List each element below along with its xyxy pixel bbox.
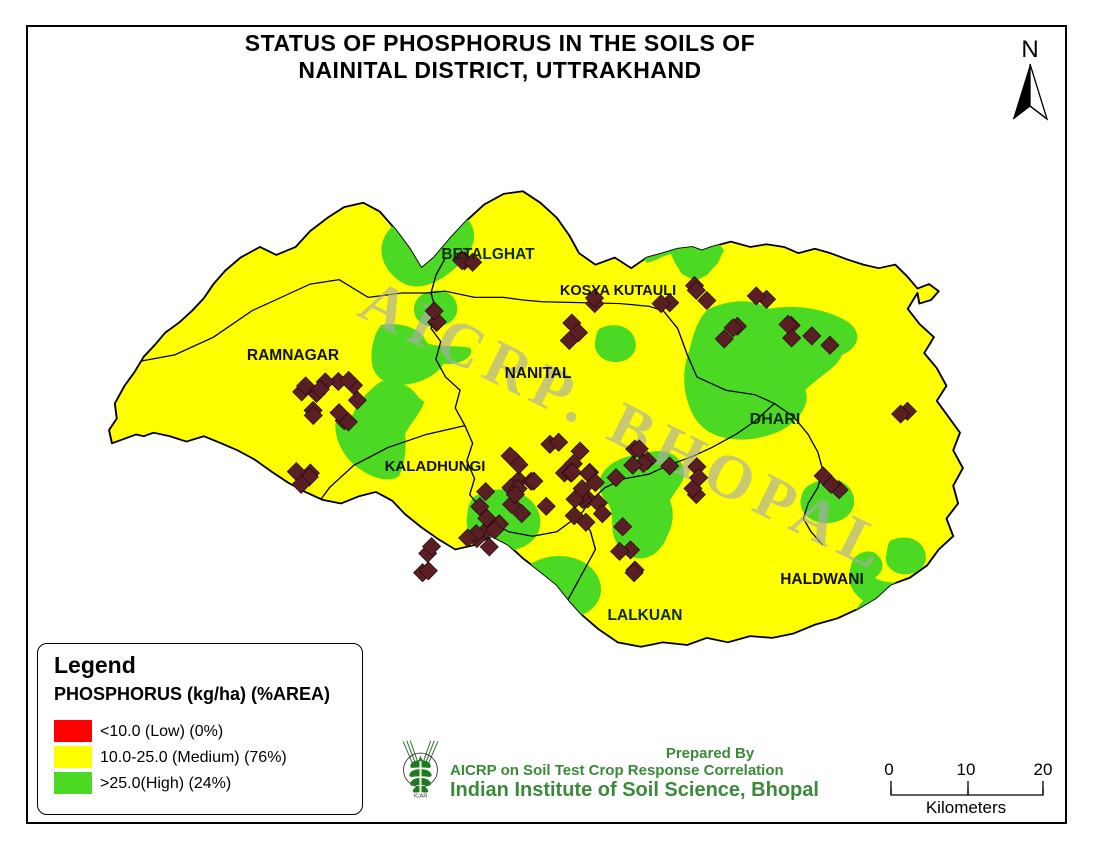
svg-text:DHARI: DHARI [750,411,801,428]
svg-text:BETALGHAT: BETALGHAT [441,246,535,263]
svg-text:Kilometers: Kilometers [926,798,1006,817]
svg-text:NANITAL: NANITAL [505,365,572,382]
svg-text:10: 10 [957,760,976,779]
svg-text:20: 20 [1034,760,1053,779]
svg-text:RAMNAGAR: RAMNAGAR [247,347,339,364]
svg-text:KOSYA KUTAULI: KOSYA KUTAULI [560,283,676,299]
svg-text:ICAR: ICAR [414,794,428,800]
svg-text:HALDWANI: HALDWANI [780,571,864,588]
svg-text:0: 0 [884,760,893,779]
svg-text:N: N [1021,36,1038,63]
svg-text:LALKUAN: LALKUAN [608,607,683,624]
svg-text:KALADHUNGI: KALADHUNGI [385,458,486,475]
